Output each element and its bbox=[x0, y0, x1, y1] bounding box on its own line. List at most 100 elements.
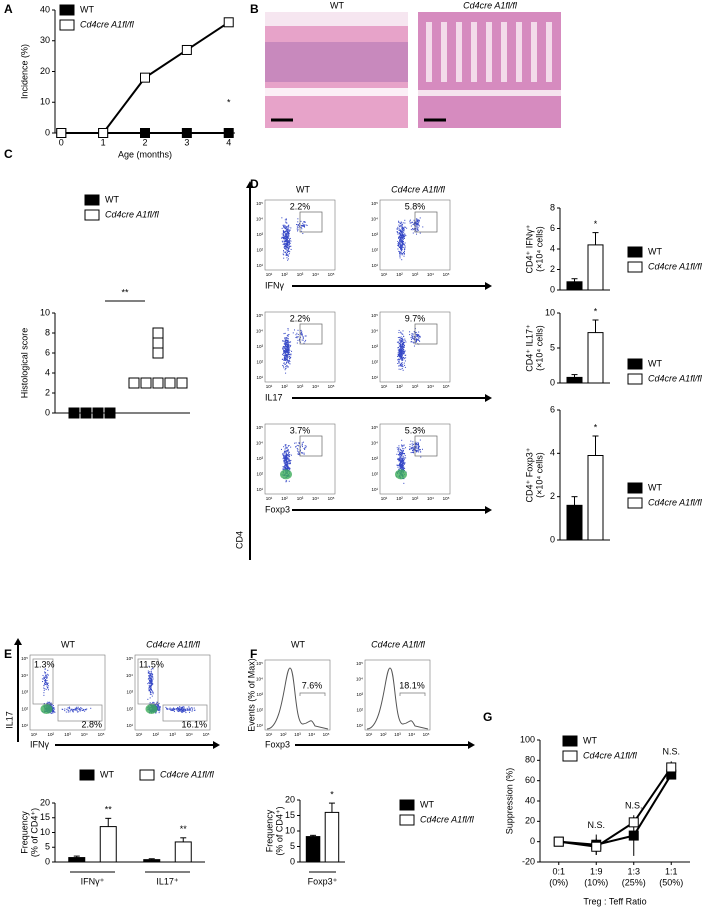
flow-dot bbox=[83, 709, 84, 710]
flow-dot bbox=[283, 231, 284, 232]
flow-dot bbox=[284, 358, 285, 359]
y-tick-label: 2 bbox=[550, 264, 555, 274]
flow-tick-label: 10² bbox=[281, 496, 288, 501]
flow-dot bbox=[290, 241, 291, 242]
y-axis-label: CD4⁺ Foxp3⁺ bbox=[524, 447, 534, 502]
flow-tick-label: 10³ bbox=[21, 690, 28, 695]
flow-dot bbox=[170, 709, 171, 710]
flow-dot bbox=[400, 257, 401, 258]
flow-tick-label: 10⁴ bbox=[312, 384, 319, 389]
flow-dot bbox=[290, 246, 291, 247]
flow-dot bbox=[283, 355, 284, 356]
column-title: Cd4cre A1fl/fl bbox=[146, 639, 201, 649]
flow-dot bbox=[401, 440, 402, 441]
flow-dot bbox=[419, 450, 420, 451]
flow-dot bbox=[82, 710, 83, 711]
flow-dot bbox=[402, 227, 403, 228]
flow-dot bbox=[401, 349, 402, 350]
flow-dot bbox=[286, 365, 287, 366]
flow-dot bbox=[45, 673, 46, 674]
flow-dot bbox=[404, 358, 405, 359]
bar bbox=[100, 827, 116, 862]
flow-dot bbox=[412, 342, 413, 343]
flow-dot bbox=[194, 710, 195, 711]
flow-tick-label: 10⁴ bbox=[371, 329, 378, 334]
flow-dot bbox=[304, 225, 305, 226]
flow-dot bbox=[284, 248, 285, 249]
flow-dot bbox=[422, 449, 423, 450]
crypt bbox=[441, 22, 447, 82]
flow-dot bbox=[400, 457, 401, 458]
flow-dot bbox=[403, 460, 404, 461]
flow-dot bbox=[402, 451, 403, 452]
flow-dot bbox=[282, 228, 283, 229]
flow-dot bbox=[46, 689, 47, 690]
flow-dot bbox=[405, 242, 406, 243]
flow-dot bbox=[282, 241, 283, 242]
flow-dot bbox=[404, 244, 405, 245]
flow-tick-label: 10⁵ bbox=[371, 201, 378, 206]
flow-dot bbox=[402, 445, 403, 446]
flow-dot bbox=[400, 248, 401, 249]
y-tick-label: 0 bbox=[550, 377, 555, 387]
flow-dot bbox=[303, 453, 304, 454]
flow-dot bbox=[283, 251, 284, 252]
flow-dot bbox=[184, 710, 185, 711]
flow-dot bbox=[304, 343, 305, 344]
flow-dot bbox=[412, 338, 413, 339]
flow-tick-label: 10² bbox=[126, 706, 133, 711]
flow-dot bbox=[283, 458, 284, 459]
flow-tick-label: 10² bbox=[152, 732, 159, 737]
flow-tick-label: 10⁴ bbox=[81, 732, 88, 737]
flow-dot bbox=[397, 243, 398, 244]
flow-dot bbox=[48, 689, 49, 690]
flow-dot bbox=[43, 692, 44, 693]
y-tick-label: -20 bbox=[522, 856, 535, 866]
y-axis-label: Frequency bbox=[19, 811, 29, 854]
flow-tick-label: 10⁵ bbox=[443, 272, 450, 277]
flow-dot bbox=[398, 237, 399, 238]
flow-dot bbox=[399, 242, 400, 243]
flow-dot bbox=[283, 351, 284, 352]
flow-dot bbox=[152, 680, 153, 681]
point-marker bbox=[141, 378, 151, 388]
flow-dot bbox=[90, 708, 91, 709]
flow-dot bbox=[401, 237, 402, 238]
flow-dot bbox=[286, 464, 287, 465]
flow-dot bbox=[288, 248, 289, 249]
flow-dot bbox=[412, 443, 413, 444]
flow-dot bbox=[307, 225, 308, 226]
flow-dot bbox=[397, 228, 398, 229]
flow-dot bbox=[152, 690, 153, 691]
flow-dot bbox=[410, 337, 411, 338]
flow-dot bbox=[47, 702, 48, 703]
flow-dot bbox=[401, 461, 402, 462]
point-marker bbox=[141, 73, 150, 82]
flow-tick-label: 10⁴ bbox=[126, 673, 133, 678]
flow-dot bbox=[290, 462, 291, 463]
flow-dot bbox=[189, 712, 190, 713]
gate-percent: 2.2% bbox=[290, 201, 311, 211]
flow-tick-label: 10³ bbox=[371, 232, 378, 237]
flow-dot bbox=[287, 260, 288, 261]
flow-dot bbox=[399, 226, 400, 227]
flow-tick-label: 10³ bbox=[294, 732, 301, 737]
flow-dot bbox=[398, 342, 399, 343]
flow-dot bbox=[285, 460, 286, 461]
x-tick-label: Foxp3⁺ bbox=[308, 876, 338, 886]
flow-dot bbox=[64, 710, 65, 711]
flow-tick-label: 10² bbox=[256, 360, 263, 365]
flow-dot bbox=[286, 218, 287, 219]
flow-dot bbox=[289, 230, 290, 231]
bar bbox=[588, 456, 603, 541]
flow-dot bbox=[148, 675, 149, 676]
flow-dot bbox=[420, 449, 421, 450]
flow-dot bbox=[147, 699, 148, 700]
flow-dot bbox=[281, 217, 282, 218]
flow-dot bbox=[416, 451, 417, 452]
point-marker bbox=[153, 378, 163, 388]
flow-dot bbox=[49, 702, 50, 703]
flow-dot bbox=[286, 223, 287, 224]
flow-dot bbox=[283, 353, 284, 354]
